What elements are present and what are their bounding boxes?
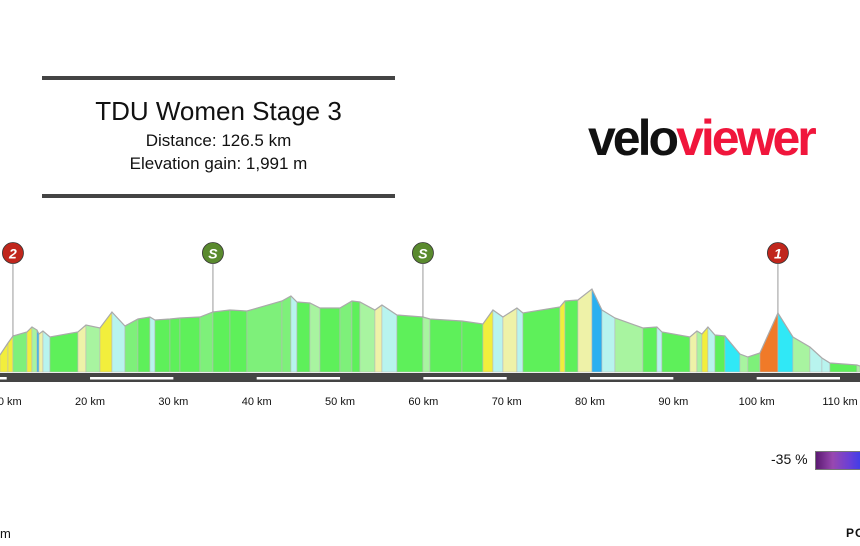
- distance-bar-dash: [756, 377, 840, 380]
- x-tick-label: 60 km: [408, 396, 438, 408]
- profile-segment: [111, 311, 126, 373]
- title-bottom-rule: [42, 194, 395, 198]
- profile-segment: [429, 318, 463, 373]
- profile-segment: [42, 330, 51, 373]
- profile-segment: [374, 304, 383, 373]
- distance-text: Distance: 126.5 km: [145, 131, 292, 150]
- profile-segment: [516, 307, 524, 373]
- profile-segment: [319, 307, 341, 373]
- profile-segment: [714, 334, 726, 373]
- sprint-marker-icon: [202, 242, 224, 264]
- logo-part-viewer: viewer: [676, 110, 817, 166]
- profile-segment: [149, 316, 156, 373]
- profile-segment: [759, 312, 779, 373]
- profile-segment: [689, 330, 698, 373]
- profile-segment: [502, 307, 518, 373]
- profile-segment: [31, 326, 38, 373]
- marker-label: 1: [774, 246, 782, 262]
- x-tick-label: 100 km: [739, 396, 775, 408]
- page-title: TDU Women Stage 3: [95, 96, 342, 126]
- profile-segment: [724, 335, 741, 373]
- profile-segment: [351, 300, 361, 373]
- veloviewer-logo: veloviewer: [588, 108, 817, 168]
- marker-label: S: [418, 246, 428, 262]
- footer-right-text: PO: [846, 526, 860, 540]
- profile-segment: [281, 295, 292, 373]
- profile-segment: [564, 299, 579, 373]
- x-tick-label: 70 km: [492, 396, 522, 408]
- profile-segment: [290, 295, 298, 373]
- profile-segment: [396, 314, 424, 373]
- elevation-gain-text: Elevation gain: 1,991 m: [129, 154, 308, 173]
- x-tick-label: 20 km: [75, 396, 105, 408]
- profile-segment: [461, 320, 484, 373]
- x-tick-label: 50 km: [325, 396, 355, 408]
- profile-segment: [591, 288, 603, 373]
- profile-segment: [77, 324, 87, 373]
- profile-segment: [577, 288, 593, 373]
- profile-segment: [26, 326, 33, 373]
- profile-segment: [809, 346, 823, 373]
- profile-segment: [359, 301, 376, 373]
- profile-segment: [661, 331, 691, 373]
- logo-part-velo: velo: [588, 110, 679, 166]
- profile-segment: [154, 318, 171, 373]
- x-tick-label: 90 km: [658, 396, 688, 408]
- profile-outline: [0, 288, 860, 367]
- gradient-legend-min-label: -35 %: [771, 451, 808, 467]
- profile-segment: [229, 309, 248, 373]
- distance-bar-dash: [0, 377, 7, 380]
- footer-left-text: m: [0, 526, 11, 541]
- x-tick-label: 40 km: [242, 396, 272, 408]
- profile-segment: [296, 301, 311, 373]
- profile-segment: [492, 309, 504, 373]
- x-tick-label: 80 km: [575, 396, 605, 408]
- profile-segment: [0, 342, 9, 373]
- distance-bar-dash: [423, 377, 507, 380]
- marker-label: S: [208, 246, 218, 262]
- x-tick-label: 10 km: [0, 396, 22, 408]
- distance-bar-dash: [256, 377, 341, 380]
- climb-marker-icon: [2, 242, 24, 264]
- profile-segment: [522, 306, 561, 373]
- profile-segment: [656, 326, 663, 373]
- profile-segment: [169, 317, 181, 373]
- x-tick-label: 30 km: [158, 396, 188, 408]
- profile-segment: [85, 324, 101, 373]
- marker-label: 2: [8, 246, 17, 262]
- distance-bar-dash: [590, 377, 674, 380]
- gradient-legend-bar: [815, 451, 860, 470]
- title-top-rule: [42, 76, 395, 80]
- profile-segment: [137, 316, 151, 373]
- profile-segment: [246, 300, 283, 373]
- profile-segment: [696, 330, 703, 373]
- x-tick-label: 110 km: [822, 396, 857, 408]
- profile-segment: [49, 331, 79, 373]
- profile-segment: [179, 316, 201, 373]
- profile-segment: [212, 309, 231, 373]
- profile-segment: [642, 326, 658, 373]
- profile-segment: [339, 300, 353, 373]
- profile-segment: [124, 318, 139, 373]
- elevation-profile-chart: 10 km 20 km 30 km 40 km 50 km 60 km 70 km 80 km…: [0, 242, 860, 408]
- profile-segment: [422, 316, 431, 373]
- sprint-marker-icon: [412, 242, 434, 264]
- profile-segment: [12, 331, 28, 373]
- profile-segment: [601, 309, 616, 373]
- profile-segment: [482, 309, 494, 373]
- distance-bar-dash: [90, 377, 174, 380]
- profile-segment: [381, 304, 398, 373]
- profile-segment: [199, 311, 214, 373]
- profile-segment: [559, 300, 566, 373]
- profile-segment: [38, 330, 44, 373]
- climb-marker-icon: [767, 242, 789, 264]
- profile-segment: [777, 311, 794, 373]
- profile-segment: [309, 302, 321, 373]
